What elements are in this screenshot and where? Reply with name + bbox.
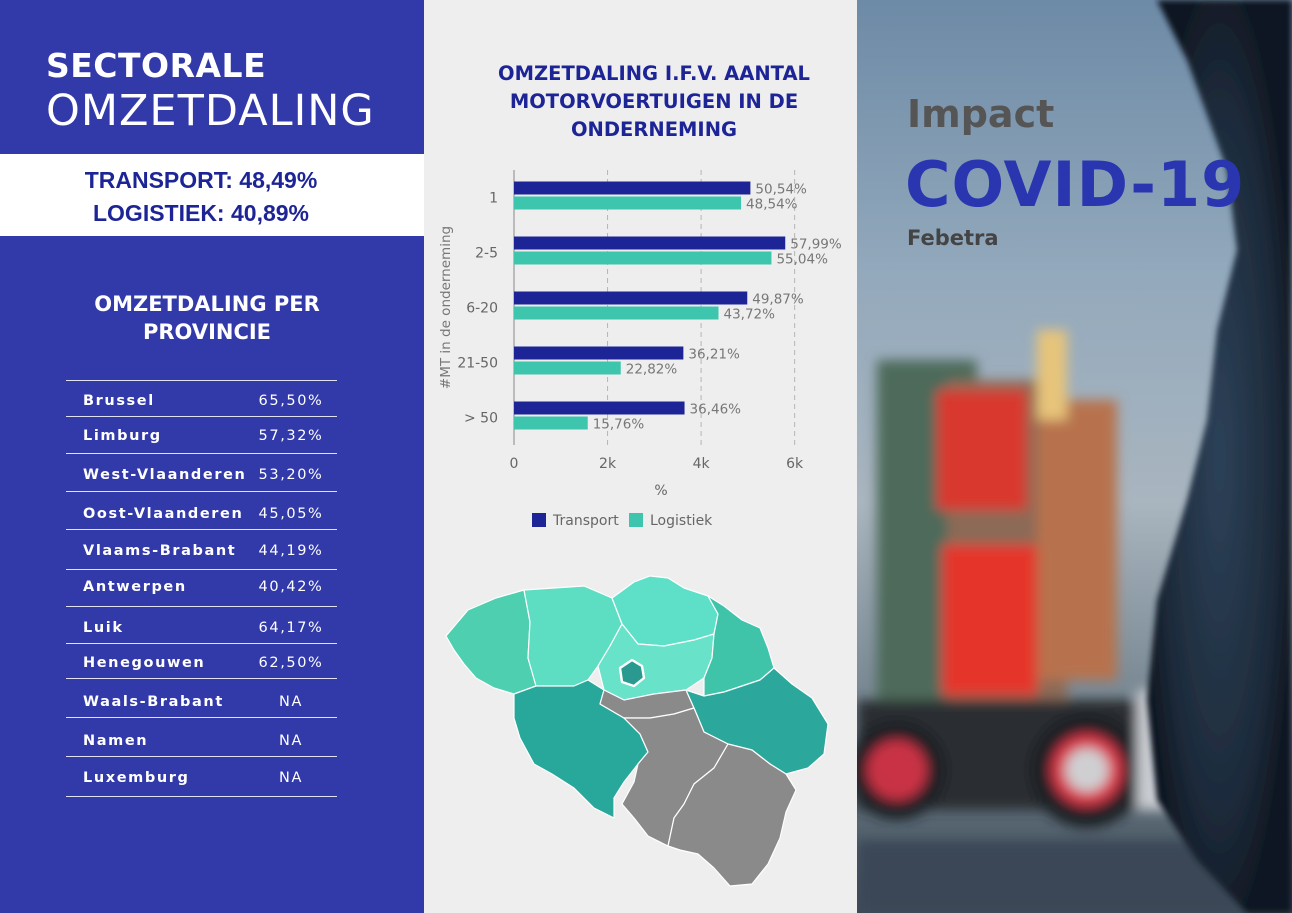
- province-name: Luxemburg: [83, 770, 190, 786]
- bar-transport: [514, 236, 786, 250]
- stat-transport: TRANSPORT: 48,49%: [84, 167, 318, 193]
- province-value: 53,20%: [258, 467, 324, 483]
- middle-panel: OMZETDALING I.F.V. AANTAL MOTORVOERTUIGE…: [424, 0, 857, 913]
- febetra-label: Febetra: [907, 226, 999, 250]
- y-tick-label: 2-5: [475, 246, 498, 262]
- table-divider: [66, 416, 337, 417]
- data-label: 55,04%: [776, 252, 828, 268]
- table-divider: [66, 796, 337, 797]
- y-tick-label: 21-50: [457, 356, 498, 372]
- table-divider: [66, 756, 337, 757]
- table-divider: [66, 569, 337, 570]
- province-value: NA: [279, 770, 303, 786]
- province-name: Vlaams-Brabant: [83, 543, 237, 559]
- map-oost-vlaanderen: [523, 585, 623, 687]
- left-panel: SECTORALE OMZETDALING TRANSPORT: 48,49% …: [0, 0, 424, 913]
- province-name: Brussel: [83, 393, 155, 409]
- x-tick-label: 6k: [786, 456, 804, 472]
- map-west-vlaanderen: [445, 589, 537, 695]
- y-tick-label: 1: [489, 191, 498, 207]
- legend-label: Logistiek: [650, 513, 713, 529]
- right-panel: Impact COVID-19 Febetra: [857, 0, 1292, 913]
- province-value: 40,42%: [258, 579, 324, 595]
- bar-transport: [514, 401, 685, 415]
- data-label: 48,54%: [746, 197, 798, 213]
- table-divider: [66, 717, 337, 718]
- bar-transport: [514, 181, 751, 195]
- province-name: Waals-Brabant: [83, 694, 224, 710]
- bar-logistiek: [514, 306, 719, 320]
- province-value: 62,50%: [258, 655, 324, 671]
- province-name: Limburg: [83, 428, 162, 444]
- chart-title-line2: MOTORVOERTUIGEN IN DE: [509, 90, 799, 113]
- bar-transport: [514, 346, 684, 360]
- province-value: NA: [279, 733, 303, 749]
- province-value: 65,50%: [258, 393, 324, 409]
- province-name: Antwerpen: [83, 579, 187, 595]
- data-label: 49,87%: [752, 292, 804, 308]
- title-line2: OMZETDALING: [46, 86, 375, 136]
- bar-logistiek: [514, 361, 621, 375]
- data-label: 22,82%: [626, 362, 678, 378]
- table-divider: [66, 380, 337, 381]
- province-name: Namen: [83, 733, 149, 749]
- province-name: Luik: [83, 620, 124, 636]
- y-tick-label: 6-20: [466, 301, 498, 317]
- table-divider: [66, 491, 337, 492]
- province-title: OMZETDALING PER PROVINCIE: [0, 290, 414, 346]
- province-name: Henegouwen: [83, 655, 206, 671]
- table-divider: [66, 678, 337, 679]
- province-value: 45,05%: [258, 506, 324, 522]
- province-name: West-Vlaanderen: [83, 467, 247, 483]
- province-title-line2: PROVINCIE: [142, 320, 272, 344]
- belgium-map: [445, 575, 829, 887]
- chart-title-line3: ONDERNEMING: [570, 118, 738, 141]
- legend-label: Transport: [552, 513, 619, 529]
- province-value: 57,32%: [258, 428, 324, 444]
- province-name: Oost-Vlaanderen: [83, 506, 244, 522]
- data-label: 50,54%: [755, 182, 807, 198]
- table-divider: [66, 643, 337, 644]
- stat-logistiek: LOGISTIEK: 40,89%: [92, 200, 309, 226]
- chart-title-line1: OMZETDALING I.F.V. AANTAL: [498, 62, 810, 85]
- map-brussel: [618, 658, 646, 688]
- x-tick-label: 0: [510, 456, 519, 472]
- x-axis-title: %: [654, 483, 667, 499]
- data-label: 57,99%: [790, 237, 842, 253]
- y-tick-label: > 50: [464, 411, 498, 427]
- bar-logistiek: [514, 251, 772, 265]
- data-label: 15,76%: [593, 417, 645, 433]
- table-divider: [66, 606, 337, 607]
- province-value: 64,17%: [258, 620, 324, 636]
- province-title-line1: OMZETDALING PER: [94, 292, 320, 316]
- province-value: 44,19%: [258, 543, 324, 559]
- map-luxemburg: [667, 743, 797, 887]
- data-label: 36,21%: [688, 347, 740, 363]
- impact-label: Impact: [907, 92, 1055, 136]
- x-tick-label: 4k: [693, 456, 711, 472]
- chart-title: OMZETDALING I.F.V. AANTAL MOTORVOERTUIGE…: [424, 60, 884, 144]
- legend-swatch: [629, 513, 643, 527]
- truck-photo: [857, 0, 1292, 913]
- data-label: 36,46%: [690, 402, 742, 418]
- stats-box: TRANSPORT: 48,49% LOGISTIEK: 40,89%: [0, 154, 424, 236]
- data-label: 43,72%: [723, 307, 775, 323]
- bar-chart: 0 2k 4k 6k 1 50,54%48,54% 2-5 57,99%55,04% 6-20 4…: [438, 170, 842, 529]
- legend-swatch: [532, 513, 546, 527]
- title-line1: SECTORALE: [46, 46, 267, 85]
- province-value: NA: [279, 694, 303, 710]
- bar-logistiek: [514, 416, 588, 430]
- bar-logistiek: [514, 196, 742, 210]
- x-tick-label: 2k: [599, 456, 617, 472]
- table-divider: [66, 453, 337, 454]
- y-axis-title: #MT in de onderneming: [438, 226, 454, 389]
- bar-transport: [514, 291, 748, 305]
- table-divider: [66, 529, 337, 530]
- covid-title: COVID-19: [905, 148, 1246, 221]
